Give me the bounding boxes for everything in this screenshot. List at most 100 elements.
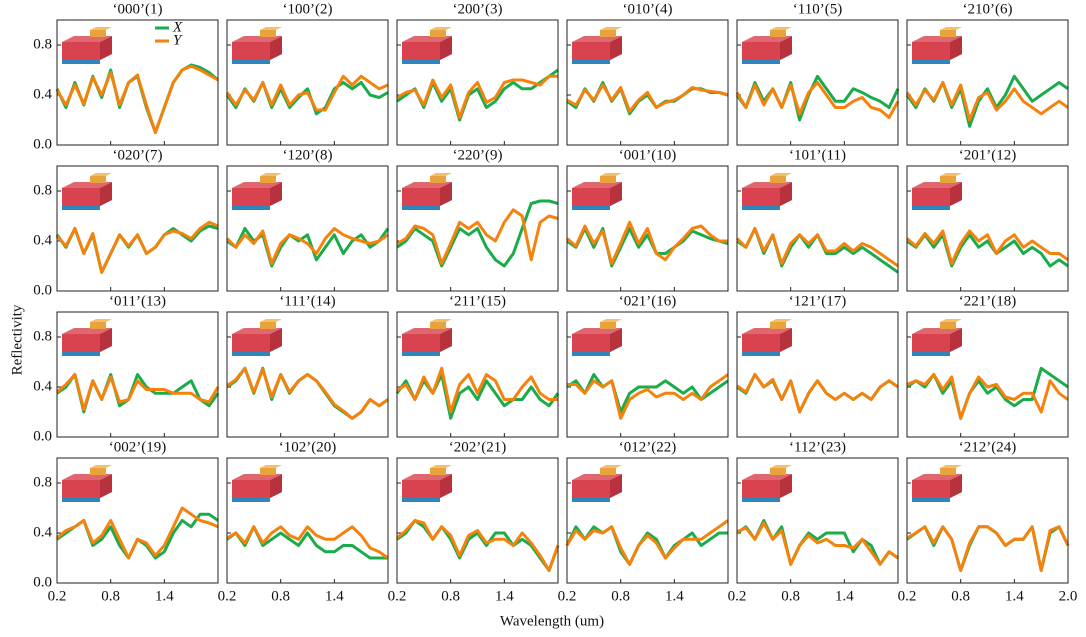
icon-top-block (600, 30, 616, 37)
series-line (907, 527, 1068, 571)
icon-top-block (940, 176, 956, 183)
panel: ‘012’(22)0.20.81.4 (558, 439, 728, 604)
icon-top-block-top (770, 319, 792, 322)
icon-top-block-top (770, 173, 792, 176)
icon-top-block-top (430, 319, 452, 322)
icon-base-front (62, 498, 100, 502)
panel-title: ‘201’(12) (959, 147, 1016, 163)
icon-top-block (770, 176, 786, 183)
series-line (227, 368, 388, 418)
icon-top-block (600, 176, 616, 183)
icon-base-front (232, 498, 270, 502)
icon-top-block-top (90, 173, 112, 176)
icon-block (232, 188, 270, 206)
icon-block (742, 188, 780, 206)
icon-base-front (572, 352, 610, 356)
icon-top-block-top (260, 465, 282, 468)
panel-title: ‘221’(18) (959, 293, 1016, 309)
x-tick-label: 0.8 (611, 588, 630, 604)
icon-block (572, 42, 610, 60)
icon-block (62, 334, 100, 352)
x-tick-label: 0.8 (101, 588, 120, 604)
icon-base-front (912, 60, 950, 64)
panel: ‘221’(18) (907, 293, 1068, 437)
icon-block (232, 480, 270, 498)
icon-block (912, 42, 950, 60)
y-tick-label: 0.8 (33, 36, 52, 52)
icon-top-block (90, 176, 106, 183)
icon-top-block-top (940, 319, 962, 322)
panel: ‘112’(23)0.20.81.4 (728, 439, 898, 604)
icon-base-front (742, 60, 780, 64)
x-tick-label: 0.8 (781, 588, 800, 604)
icon-base-front (572, 498, 610, 502)
panel-title: ‘210’(6) (963, 1, 1013, 17)
icon-top-block (600, 322, 616, 329)
icon-top-block-top (770, 465, 792, 468)
x-tick-label: 0.2 (218, 588, 237, 604)
icon-top-block-top (600, 173, 622, 176)
panel-title: ‘202’(21) (449, 439, 506, 455)
icon-base-front (572, 206, 610, 210)
x-axis-label: Wavelength (um) (500, 613, 604, 629)
x-tick-label: 2.0 (1059, 588, 1078, 604)
panel-title: ‘220’(9) (453, 147, 503, 163)
panel: ‘111’(14) (227, 293, 388, 437)
icon-base-front (742, 498, 780, 502)
icon-top-block-top (90, 27, 112, 30)
x-tick-label: 1.4 (1005, 588, 1024, 604)
icon-top-block-top (430, 27, 452, 30)
icon-top-block (260, 176, 276, 183)
icon-base-front (742, 206, 780, 210)
icon-block (742, 42, 780, 60)
series-line (397, 76, 558, 117)
x-tick-label: 1.4 (495, 588, 514, 604)
icon-block (742, 334, 780, 352)
x-tick-label: 0.2 (388, 588, 407, 604)
panel: ‘121’(17) (737, 293, 898, 437)
y-tick-label: 0.4 (33, 524, 52, 540)
icon-top-block (770, 30, 786, 37)
icon-base-front (402, 206, 440, 210)
icon-base-front (232, 352, 270, 356)
y-tick-label: 0.0 (33, 282, 52, 298)
series-line (57, 375, 218, 410)
icon-block (232, 42, 270, 60)
icon-base-front (912, 352, 950, 356)
panel: ‘010’(4) (567, 1, 728, 145)
icon-block (572, 334, 610, 352)
panel: ‘202’(21)0.20.81.4 (388, 439, 558, 604)
icon-block (402, 42, 440, 60)
icon-base-front (912, 206, 950, 210)
x-tick-label: 1.4 (325, 588, 344, 604)
panel: ‘102’(20)0.20.81.4 (218, 439, 388, 604)
y-tick-label: 0.4 (33, 232, 52, 248)
icon-top-block-top (940, 465, 962, 468)
series-line (397, 210, 558, 264)
panel: ‘002’(19)0.00.40.80.20.81.4 (33, 439, 218, 604)
icon-block (912, 188, 950, 206)
x-tick-label: 0.2 (728, 588, 747, 604)
panel-title: ‘211’(15) (449, 293, 506, 309)
icon-top-block-top (260, 173, 282, 176)
panel: ‘110’(5) (737, 1, 898, 145)
panel-title: ‘102’(20) (279, 439, 336, 455)
panel: ‘000’(1)0.00.40.8XY (33, 1, 218, 152)
panel: ‘021’(16) (567, 293, 728, 437)
icon-top-block-top (600, 27, 622, 30)
panel: ‘201’(12) (907, 147, 1068, 291)
panel-title: ‘021’(16) (619, 293, 676, 309)
y-tick-label: 0.0 (33, 136, 52, 152)
icon-top-block-top (600, 319, 622, 322)
icon-base-front (912, 498, 950, 502)
icon-base-front (402, 498, 440, 502)
icon-top-block (600, 468, 616, 475)
icon-block (402, 334, 440, 352)
panel: ‘200’(3) (397, 1, 558, 145)
y-tick-label: 0.8 (33, 328, 52, 344)
panel-title: ‘001’(10) (619, 147, 676, 163)
x-tick-label: 1.4 (155, 588, 174, 604)
x-tick-label: 0.8 (951, 588, 970, 604)
icon-top-block-top (90, 319, 112, 322)
